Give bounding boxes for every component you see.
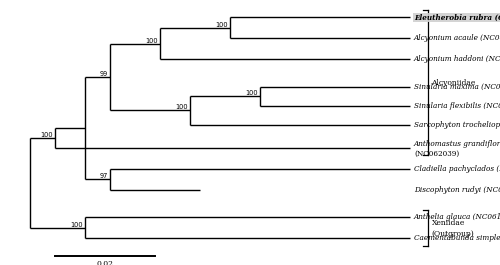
Text: 100: 100 xyxy=(70,222,83,228)
Text: 0.02: 0.02 xyxy=(96,260,114,265)
Text: Alcyoniidae: Alcyoniidae xyxy=(432,78,476,87)
Text: Alcyonium acaule (NC061273): Alcyonium acaule (NC061273) xyxy=(414,34,500,42)
Text: (NC062039): (NC062039) xyxy=(414,150,459,158)
Text: 97: 97 xyxy=(100,173,108,179)
Text: Xeniidae: Xeniidae xyxy=(432,219,465,227)
Text: Anthomastus grandiflorus: Anthomastus grandiflorus xyxy=(414,140,500,148)
Text: 100: 100 xyxy=(40,132,53,138)
Text: 100: 100 xyxy=(216,22,228,28)
Text: Sinularia flexibilis (NC061282): Sinularia flexibilis (NC061282) xyxy=(414,102,500,110)
Text: Discophyton rudyi (NC061276): Discophyton rudyi (NC061276) xyxy=(414,186,500,194)
Text: Cladiella pachyclados (NC062005): Cladiella pachyclados (NC062005) xyxy=(414,165,500,173)
Text: 100: 100 xyxy=(146,38,158,44)
Text: 100: 100 xyxy=(176,104,188,111)
Text: 100: 100 xyxy=(246,90,258,96)
Text: Sarcophyton trocheliophorum (NC061281): Sarcophyton trocheliophorum (NC061281) xyxy=(414,121,500,129)
Text: Caementabunda simplex (NC062001): Caementabunda simplex (NC062001) xyxy=(414,234,500,242)
Text: Alcyonium haddoni (NC061993): Alcyonium haddoni (NC061993) xyxy=(414,55,500,63)
Text: Eleutherobia rubra (ON814482): Eleutherobia rubra (ON814482) xyxy=(414,13,500,21)
Text: (Outgroup): (Outgroup) xyxy=(432,230,474,238)
Text: Anthelia glauca (NC061996): Anthelia glauca (NC061996) xyxy=(414,213,500,221)
Text: 99: 99 xyxy=(100,71,108,77)
Text: Sinularia maxima (NC062029): Sinularia maxima (NC062029) xyxy=(414,83,500,91)
